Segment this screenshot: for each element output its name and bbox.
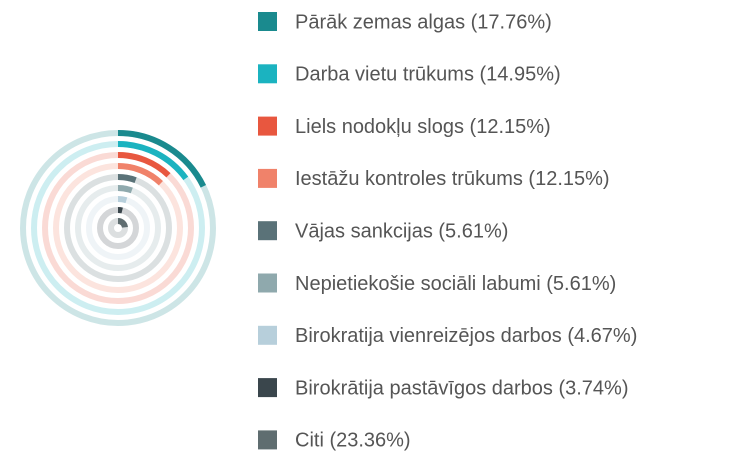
ring-arc [118, 221, 125, 227]
legend-label: Liels nodokļu slogs (12.15%) [295, 116, 551, 138]
ring-track [67, 177, 169, 279]
legend-swatch [258, 64, 277, 83]
legend-label: Pārāk zemas algas (17.76%) [295, 11, 552, 33]
legend-label: Birokratija vienreizējos darbos (4.67%) [295, 325, 637, 347]
legend-label: Nepietiekošie sociāli labumi (5.61%) [295, 273, 616, 295]
ring-arc [118, 188, 132, 190]
ring-arc [118, 199, 126, 200]
legend-swatch [258, 274, 277, 293]
ring-arc [118, 177, 136, 180]
legend-swatch [258, 12, 277, 31]
legend-swatch [258, 169, 277, 188]
legend-label: Birokrātija pastāvīgos darbos (3.74%) [295, 377, 629, 399]
legend-swatch [258, 117, 277, 136]
legend-swatch [258, 326, 277, 345]
legend-label: Iestāžu kontroles trūkums (12.15%) [295, 168, 610, 190]
legend-swatch [258, 221, 277, 240]
ring-track [56, 166, 180, 290]
legend-swatch [258, 378, 277, 397]
legend-label: Citi (23.36%) [295, 430, 411, 452]
legend-label: Vājas sankcijas (5.61%) [295, 220, 508, 242]
legend-swatch [258, 430, 277, 449]
legend-label: Darba vietu trūkums (14.95%) [295, 64, 561, 86]
ring-track [100, 210, 136, 246]
